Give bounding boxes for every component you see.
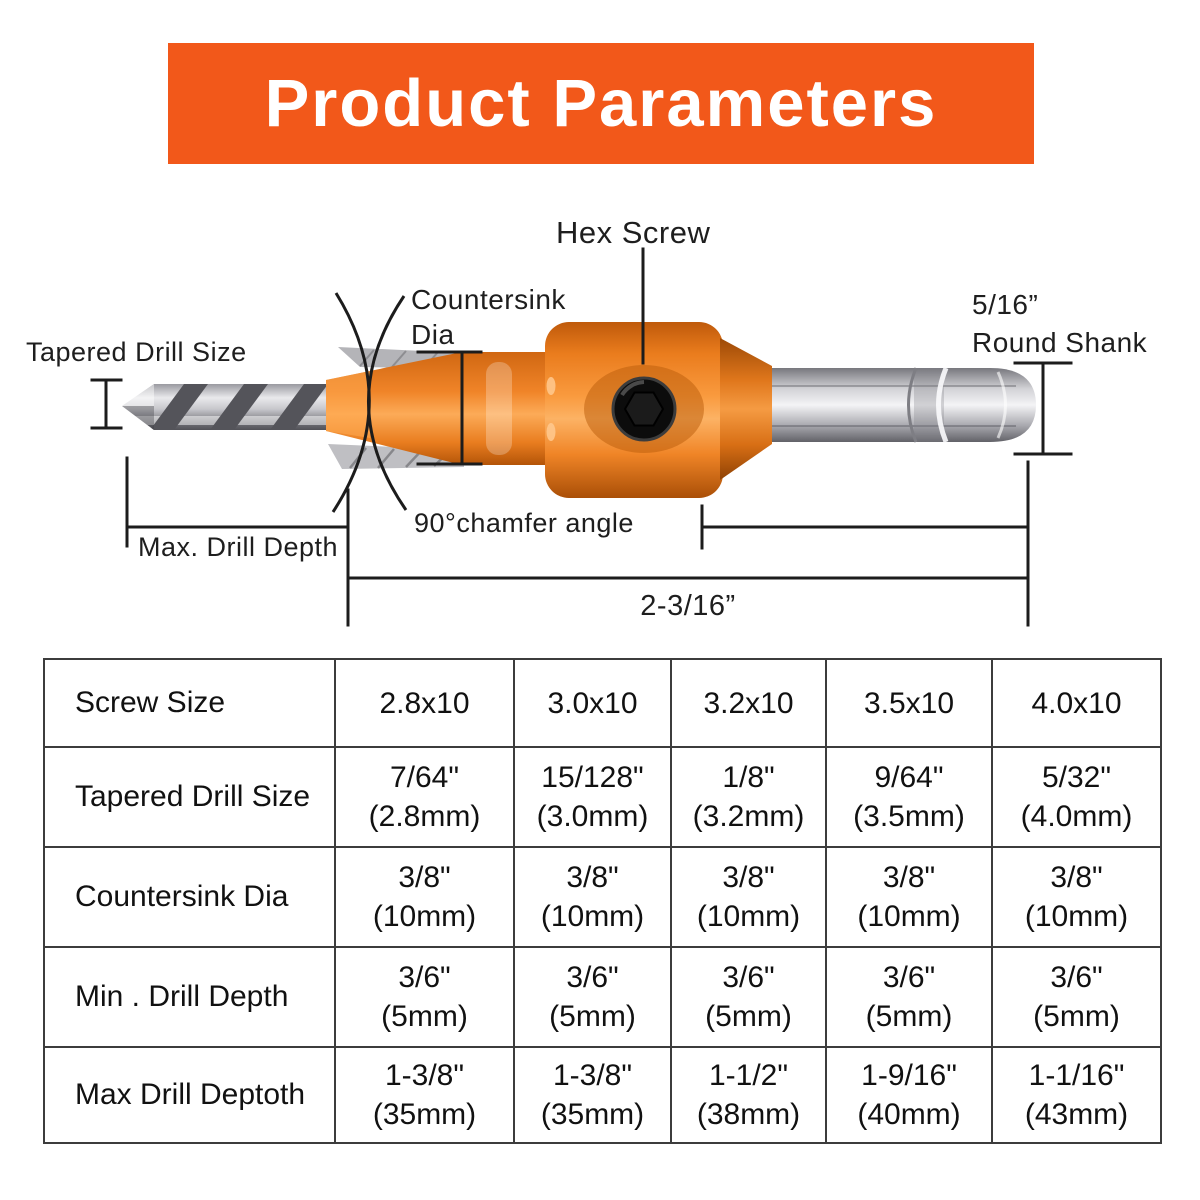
table-cell: 3/6" (5mm) [513,946,672,1048]
table-cell: 5/32" (4.0mm) [991,746,1162,848]
table-cell: 3/8" (10mm) [991,846,1162,948]
chamfer-angle-marks [331,292,408,513]
table-cell: 7/64" (2.8mm) [334,746,515,848]
table-cell: 1-9/16" (40mm) [825,1046,993,1144]
dimension-lines [90,247,1073,627]
table-cell: 1-1/2" (38mm) [670,1046,827,1144]
table-cell: 1-3/8" (35mm) [334,1046,515,1144]
table-cell: 2.8x10 [334,658,515,748]
table-cell: 3/8" (10mm) [513,846,672,948]
max-drill-depth-label: Max. Drill Depth [138,532,339,562]
row-label: Tapered Drill Size [43,746,336,848]
table-cell: 3/6" (5mm) [670,946,827,1048]
row-label: Countersink Dia [43,846,336,948]
table-row-tapered-drill-size: Tapered Drill Size 7/64" (2.8mm) 15/128"… [43,746,1162,848]
table-cell: 3/6" (5mm) [825,946,993,1048]
table-cell: 1-1/16" (43mm) [991,1046,1162,1144]
countersink-body [326,352,546,465]
row-label: Min . Drill Depth [43,946,336,1048]
hex-screw-label: Hex Screw [556,215,711,250]
table-row-screw-size: Screw Size 2.8x10 3.0x10 3.2x10 3.5x10 4… [43,658,1162,748]
overall-length-label: 2-3/16” [640,590,736,622]
row-label: Max Drill Deptoth [43,1046,336,1144]
table-cell: 3/6" (5mm) [991,946,1162,1048]
chamfer-angle-label: 90°chamfer angle [414,508,634,538]
table-cell: 3/8" (10mm) [334,846,515,948]
table-cell: 3.0x10 [513,658,672,748]
table-row-countersink-dia: Countersink Dia 3/8" (10mm) 3/8" (10mm) … [43,846,1162,948]
table-cell: 9/64" (3.5mm) [825,746,993,848]
table-cell: 3.2x10 [670,658,827,748]
table-cell: 3/8" (10mm) [670,846,827,948]
parameters-table: Screw Size 2.8x10 3.0x10 3.2x10 3.5x10 4… [43,658,1162,1144]
table-row-min-drill-depth: Min . Drill Depth 3/6" (5mm) 3/6" (5mm) … [43,946,1162,1048]
product-parameters-banner: Product Parameters [168,43,1034,164]
table-cell: 4.0x10 [991,658,1162,748]
hex-set-screw [584,365,704,453]
table-cell: 1-3/8" (35mm) [513,1046,672,1144]
row-label: Screw Size [43,658,336,748]
table-cell: 3/6" (5mm) [334,946,515,1048]
hex-shank [772,367,1036,443]
countersink-dia-label: Countersink Dia [411,284,566,350]
page-title: Product Parameters [264,66,938,141]
table-cell: 1/8" (3.2mm) [670,746,827,848]
round-shank-label: 5/16” Round Shank [972,289,1148,358]
collar-neck [720,338,772,480]
table-cell: 3.5x10 [825,658,993,748]
table-row-max-drill-depth: Max Drill Deptoth 1-3/8" (35mm) 1-3/8" (… [43,1046,1162,1144]
tapered-drill-size-label: Tapered Drill Size [26,337,247,367]
table-cell: 3/8" (10mm) [825,846,993,948]
table-cell: 15/128" (3.0mm) [513,746,672,848]
